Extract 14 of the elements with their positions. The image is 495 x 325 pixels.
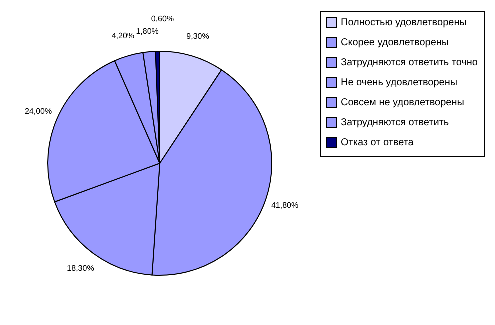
data-label: 41,80%: [271, 200, 299, 210]
legend-label: Затрудняются ответить точно: [341, 58, 478, 68]
legend-label: Отказ от ответа: [341, 138, 414, 148]
legend-label: Скорее удовлетворены: [341, 38, 450, 48]
legend-label: Не очень удовлетворены: [341, 78, 458, 88]
data-label: 0,60%: [151, 14, 174, 24]
data-label: 18,30%: [67, 264, 94, 274]
legend-label: Полностью удовлетворены: [341, 18, 467, 28]
data-label: 4,20%: [112, 32, 135, 41]
legend-label: Совсем не удовлетворены: [341, 98, 464, 108]
data-label: 1,80%: [136, 27, 159, 36]
legend-label: Затрудняются ответить: [341, 118, 450, 128]
data-label: 9,30%: [186, 32, 210, 42]
data-label: 24,00%: [24, 106, 52, 116]
